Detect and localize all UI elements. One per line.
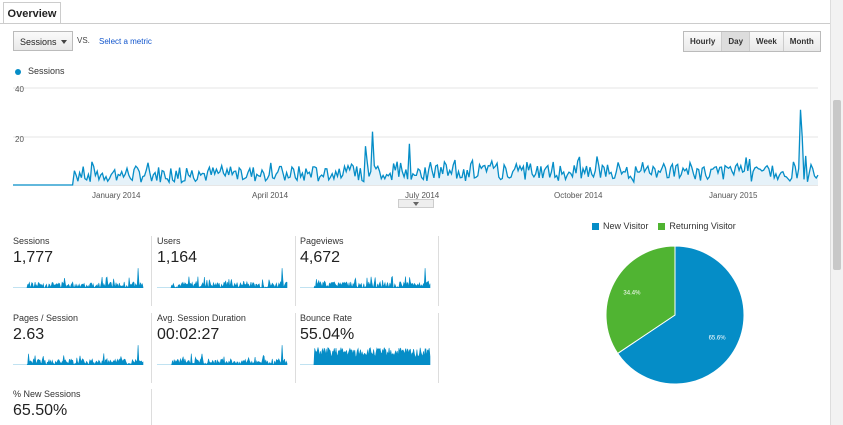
sparkline-path (300, 347, 431, 365)
metric-value: 55.04% (300, 326, 355, 343)
metric-select[interactable]: Sessions (13, 31, 73, 51)
scrollbar-thumb[interactable] (833, 100, 841, 270)
chart-legend: Sessions (15, 66, 65, 76)
sparkline-path (300, 268, 431, 288)
sparkline (300, 268, 431, 288)
period-day-button[interactable]: Day (721, 32, 750, 51)
metric-label: Sessions (13, 236, 50, 246)
metric-card-pageviews[interactable]: Pageviews 4,672 (300, 236, 439, 306)
period-week-button[interactable]: Week (749, 32, 783, 51)
metric-label: Users (157, 236, 181, 246)
pie-legend-label: New Visitor (603, 221, 649, 231)
metric-label: Pages / Session (13, 313, 79, 323)
tab-divider (0, 23, 830, 24)
metric-value: 00:02:27 (157, 326, 220, 343)
metric-select-value: Sessions (20, 37, 57, 47)
metric-label: % New Sessions (13, 389, 81, 399)
pie-legend-item-returning[interactable]: Returning Visitor (658, 221, 736, 231)
x-tick-label: April 2014 (252, 191, 289, 200)
sparkline (13, 268, 144, 288)
chart-resize-handle[interactable] (398, 199, 434, 208)
x-tick-label: January 2015 (709, 191, 758, 200)
sessions-series-line (13, 109, 819, 186)
select-metric-link[interactable]: Select a metric (99, 37, 152, 46)
pie-slice-new-visitor[interactable] (616, 245, 745, 385)
pie-legend-label: Returning Visitor (669, 221, 736, 231)
page-scrollbar[interactable] (830, 0, 843, 425)
metric-card-sessions[interactable]: Sessions 1,777 (13, 236, 152, 306)
period-hourly-button[interactable]: Hourly (684, 32, 722, 51)
sparkline (300, 347, 431, 365)
metric-card-avg-session-duration[interactable]: Avg. Session Duration 00:02:27 (157, 313, 296, 383)
returning-visitor-swatch-icon (658, 223, 666, 231)
sparkline (157, 268, 288, 288)
pie-label-new: 65.6% (709, 336, 727, 342)
metric-card-pages-per-session[interactable]: Pages / Session 2.63 (13, 313, 152, 383)
x-tick-label: July 2014 (405, 191, 440, 200)
metric-value: 1,777 (13, 249, 54, 266)
metric-label: Avg. Session Duration (157, 313, 246, 323)
sparkline (13, 345, 144, 365)
pie-legend-item-new[interactable]: New Visitor (592, 221, 648, 231)
metric-label: Pageviews (300, 236, 344, 246)
sparkline (157, 345, 288, 365)
pie-label-returning: 34.4% (623, 290, 641, 296)
sparkline-path (13, 345, 144, 365)
metric-card-users[interactable]: Users 1,164 (157, 236, 296, 306)
pie-legend: New Visitor Returning Visitor (592, 221, 736, 231)
series-dot-icon (15, 68, 21, 75)
sessions-line-chart: 40 20 January 2014 April 2014 July 2014 … (13, 85, 819, 200)
y-tick-label: 20 (15, 135, 24, 144)
metric-value: 65.50% (13, 402, 68, 419)
metric-card-new-sessions[interactable]: % New Sessions 65.50% (13, 389, 152, 425)
x-tick-label: January 2014 (92, 191, 141, 200)
pie-slice-returning-visitor[interactable] (605, 245, 676, 355)
metric-card-bounce-rate[interactable]: Bounce Rate 55.04% (300, 313, 439, 383)
sparkline-path (13, 268, 144, 288)
period-toggle: Hourly Day Week Month (683, 31, 821, 52)
metric-value: 1,164 (157, 249, 198, 266)
chart-legend-label: Sessions (28, 66, 65, 76)
visitor-pie-chart: 65.6% 34.4% (605, 245, 745, 385)
arrow-down-icon (413, 202, 419, 206)
x-tick-label: October 2014 (554, 191, 603, 200)
metric-label: Bounce Rate (300, 313, 353, 323)
new-visitor-swatch-icon (592, 223, 599, 231)
sparkline-path (157, 268, 288, 288)
vs-label: VS. (77, 36, 90, 45)
metric-value: 2.63 (13, 326, 45, 343)
sessions-area (13, 109, 818, 185)
sparkline-path (157, 345, 288, 365)
tab-overview[interactable]: Overview (3, 2, 61, 24)
metric-value: 4,672 (300, 249, 341, 266)
chevron-down-icon (61, 40, 67, 44)
y-tick-label: 40 (15, 85, 24, 94)
period-month-button[interactable]: Month (782, 32, 820, 51)
